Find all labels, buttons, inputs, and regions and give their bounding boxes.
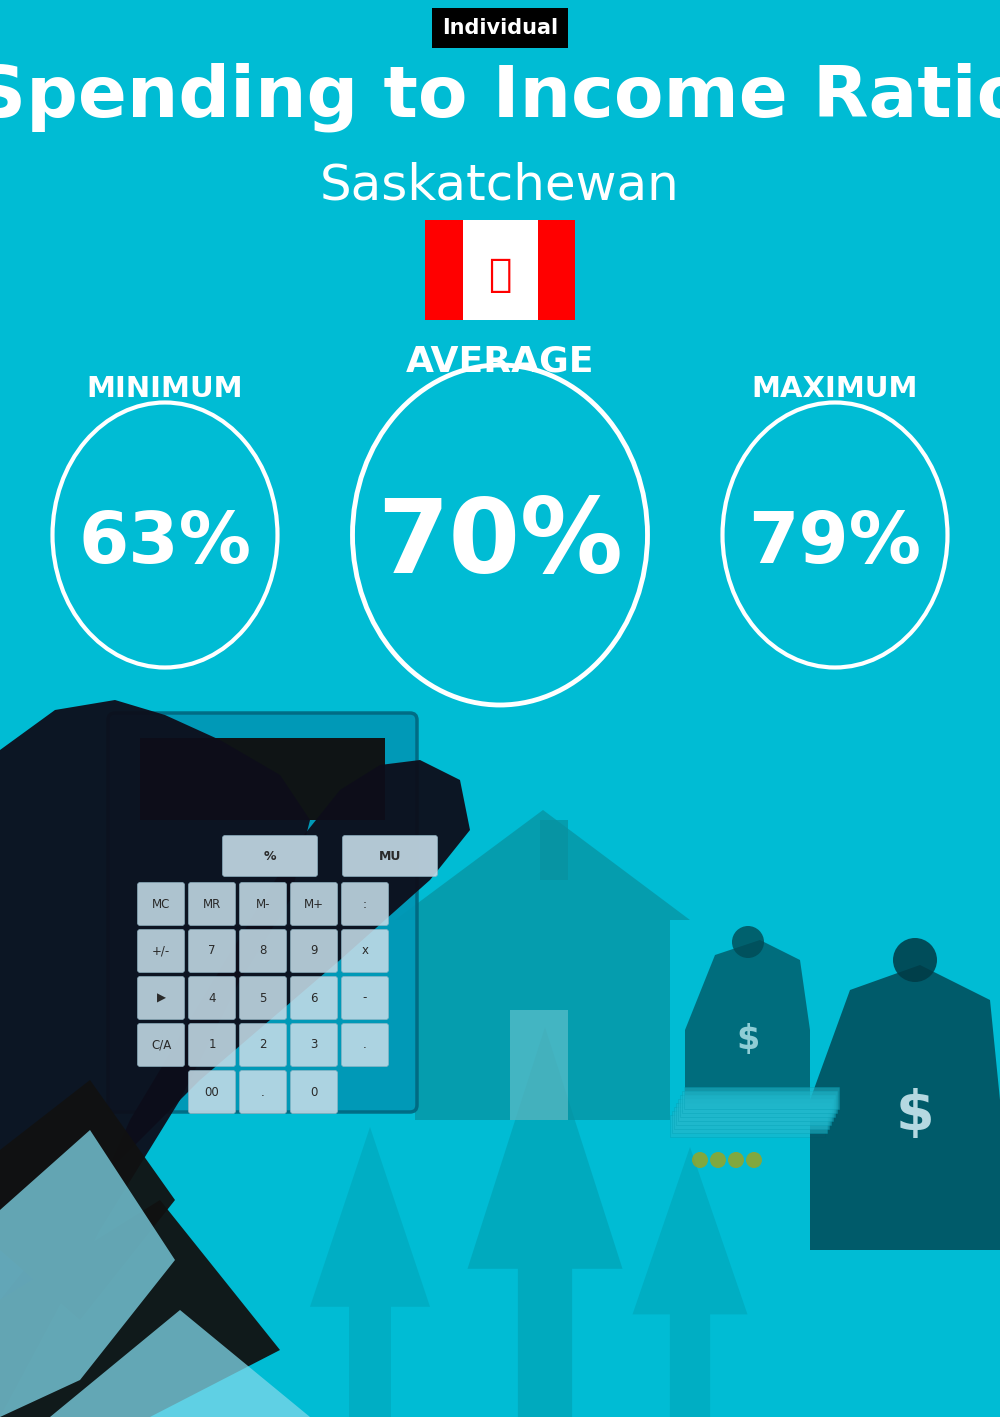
Circle shape [728, 1152, 744, 1168]
FancyBboxPatch shape [678, 1100, 833, 1121]
FancyBboxPatch shape [240, 1070, 287, 1114]
Text: MR: MR [203, 897, 221, 911]
Text: 5: 5 [259, 992, 267, 1005]
FancyBboxPatch shape [138, 976, 184, 1019]
FancyBboxPatch shape [240, 930, 287, 972]
FancyBboxPatch shape [188, 1070, 236, 1114]
Polygon shape [0, 700, 310, 1417]
Polygon shape [0, 1200, 280, 1417]
Text: 3: 3 [310, 1039, 318, 1051]
Text: C/A: C/A [151, 1039, 171, 1051]
Text: 4: 4 [208, 992, 216, 1005]
Polygon shape [633, 1146, 748, 1417]
Text: +/-: +/- [152, 945, 170, 958]
Text: 79%: 79% [748, 509, 922, 578]
Polygon shape [810, 965, 1000, 1250]
Text: .: . [261, 1085, 265, 1098]
Text: 🍁: 🍁 [488, 256, 512, 293]
Text: 63%: 63% [78, 509, 252, 578]
FancyBboxPatch shape [138, 930, 184, 972]
Text: 7: 7 [208, 945, 216, 958]
Text: MU: MU [379, 850, 401, 863]
Text: M+: M+ [304, 897, 324, 911]
Text: 0: 0 [310, 1085, 318, 1098]
Text: MINIMUM: MINIMUM [87, 376, 243, 402]
FancyBboxPatch shape [425, 220, 575, 320]
Circle shape [732, 925, 764, 958]
Text: AVERAGE: AVERAGE [406, 344, 594, 378]
Polygon shape [685, 939, 810, 1110]
FancyBboxPatch shape [240, 1023, 287, 1067]
Polygon shape [0, 1080, 175, 1321]
Text: 70%: 70% [377, 495, 623, 595]
Text: MC: MC [152, 897, 170, 911]
FancyBboxPatch shape [676, 1102, 831, 1125]
FancyBboxPatch shape [290, 930, 338, 972]
FancyBboxPatch shape [510, 1010, 568, 1119]
FancyBboxPatch shape [108, 713, 417, 1112]
Circle shape [893, 938, 937, 982]
Polygon shape [0, 1129, 175, 1417]
Circle shape [692, 1152, 708, 1168]
FancyBboxPatch shape [222, 836, 318, 877]
FancyBboxPatch shape [342, 836, 438, 877]
Text: 8: 8 [259, 945, 267, 958]
FancyBboxPatch shape [290, 1023, 338, 1067]
Text: x: x [362, 945, 368, 958]
Text: -: - [363, 992, 367, 1005]
Text: :: : [363, 897, 367, 911]
Circle shape [746, 1152, 762, 1168]
FancyBboxPatch shape [188, 976, 236, 1019]
FancyBboxPatch shape [342, 976, 388, 1019]
Polygon shape [395, 811, 690, 920]
FancyBboxPatch shape [682, 1091, 837, 1112]
Text: M-: M- [256, 897, 270, 911]
FancyBboxPatch shape [680, 1095, 835, 1117]
FancyBboxPatch shape [684, 1087, 839, 1110]
FancyBboxPatch shape [342, 1023, 388, 1067]
Text: Spending to Income Ratio: Spending to Income Ratio [0, 62, 1000, 132]
FancyBboxPatch shape [138, 1023, 184, 1067]
FancyBboxPatch shape [674, 1107, 829, 1129]
Polygon shape [310, 1127, 430, 1417]
Text: %: % [264, 850, 276, 863]
FancyBboxPatch shape [140, 738, 385, 820]
FancyBboxPatch shape [290, 976, 338, 1019]
FancyBboxPatch shape [290, 883, 338, 925]
FancyBboxPatch shape [538, 220, 575, 320]
Polygon shape [50, 1309, 310, 1417]
FancyBboxPatch shape [425, 220, 462, 320]
Text: ▶: ▶ [156, 992, 166, 1005]
Polygon shape [0, 760, 470, 1417]
Text: $: $ [896, 1088, 934, 1142]
FancyBboxPatch shape [672, 1111, 827, 1134]
FancyBboxPatch shape [290, 1070, 338, 1114]
Text: MAXIMUM: MAXIMUM [752, 376, 918, 402]
Text: 00: 00 [205, 1085, 219, 1098]
FancyBboxPatch shape [138, 883, 184, 925]
FancyBboxPatch shape [342, 883, 388, 925]
Text: Individual: Individual [442, 18, 558, 38]
Polygon shape [468, 1027, 622, 1417]
FancyBboxPatch shape [540, 820, 568, 880]
FancyBboxPatch shape [188, 883, 236, 925]
Circle shape [710, 1152, 726, 1168]
FancyBboxPatch shape [342, 930, 388, 972]
FancyBboxPatch shape [670, 1115, 825, 1136]
Text: 6: 6 [310, 992, 318, 1005]
FancyBboxPatch shape [188, 930, 236, 972]
Text: 1: 1 [208, 1039, 216, 1051]
FancyBboxPatch shape [415, 920, 670, 1119]
Text: 2: 2 [259, 1039, 267, 1051]
FancyBboxPatch shape [188, 1023, 236, 1067]
Text: 9: 9 [310, 945, 318, 958]
Text: $: $ [736, 1023, 760, 1057]
Text: Saskatchewan: Saskatchewan [320, 162, 680, 210]
FancyBboxPatch shape [240, 976, 287, 1019]
Text: .: . [363, 1039, 367, 1051]
FancyBboxPatch shape [240, 883, 287, 925]
